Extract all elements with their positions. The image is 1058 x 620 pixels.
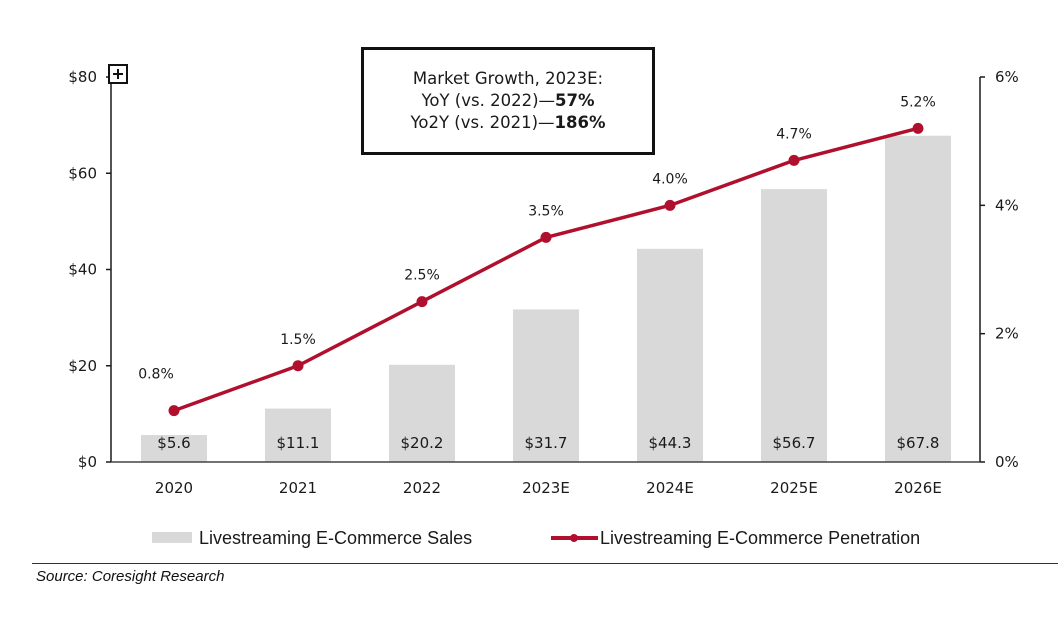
penetration-point xyxy=(664,199,676,211)
x-axis-tick-label: 2025E xyxy=(770,479,818,497)
market-growth-callout: Market Growth, 2023E: YoY (vs. 2022)—57%… xyxy=(361,47,655,155)
penetration-point xyxy=(540,231,552,243)
penetration-label: 2.5% xyxy=(404,268,440,284)
callout-yoy-value: 57% xyxy=(555,91,595,110)
legend-sales-label: Livestreaming E-Commerce Sales xyxy=(199,528,472,548)
sales-bar xyxy=(265,408,331,462)
sales-bar xyxy=(513,309,579,462)
source-note: Source: Coresight Research xyxy=(36,568,225,585)
left-axis-tick-label: $20 xyxy=(68,357,97,375)
axes-group: $0 $20 $40 $60 $80 0% 2% 4% 6% 2020 2021 2022 2023E 2… xyxy=(68,68,1018,497)
sales-bar-label: $20.2 xyxy=(401,434,444,452)
right-axis-tick-label: 0% xyxy=(995,453,1019,471)
x-axis-tick-label: 2023E xyxy=(522,479,570,497)
x-axis-tick-label: 2020 xyxy=(155,479,193,497)
labels-group: $5.6 $11.1 $20.2 $31.7 $44.3 $56.7 $67.8 0.8% 1.… xyxy=(138,94,939,452)
legend-sales-swatch xyxy=(152,532,192,543)
penetration-line-group xyxy=(168,122,924,417)
callout-yoy-prefix: YoY (vs. 2022)— xyxy=(421,91,556,110)
penetration-label: 3.5% xyxy=(528,203,564,219)
legend-penetration-swatch-marker xyxy=(570,534,578,542)
sales-bar-label: $56.7 xyxy=(773,434,816,452)
sales-bar-label: $44.3 xyxy=(649,434,692,452)
penetration-label: 5.2% xyxy=(900,94,936,110)
x-axis-tick-label: 2024E xyxy=(646,479,694,497)
callout-yoy: YoY (vs. 2022)—57% xyxy=(421,90,594,112)
sales-bar-label: $67.8 xyxy=(897,434,940,452)
expand-plus-icon[interactable] xyxy=(108,64,128,84)
callout-yo2y: Yo2Y (vs. 2021)—186% xyxy=(410,112,605,134)
penetration-point xyxy=(912,122,924,134)
sales-bar-label: $31.7 xyxy=(525,434,568,452)
penetration-point xyxy=(416,296,428,308)
bars-group xyxy=(141,135,951,462)
penetration-label: 4.0% xyxy=(652,171,688,187)
left-axis-tick-label: $80 xyxy=(68,68,97,86)
right-axis-tick-label: 2% xyxy=(995,325,1019,343)
sales-bar xyxy=(389,364,455,462)
penetration-label: 0.8% xyxy=(138,367,174,383)
legend-penetration-label: Livestreaming E-Commerce Penetration xyxy=(600,528,920,548)
right-axis-tick-label: 6% xyxy=(995,68,1019,86)
sales-bar xyxy=(637,248,703,462)
callout-title: Market Growth, 2023E: xyxy=(412,69,604,88)
left-axis-tick-label: $0 xyxy=(78,453,97,471)
penetration-point xyxy=(168,405,180,417)
x-axis-tick-label: 2026E xyxy=(894,479,942,497)
sales-bar xyxy=(761,189,827,462)
callout-yo2y-value: 186% xyxy=(554,113,606,132)
sales-bar-label: $5.6 xyxy=(157,434,190,452)
legend: Livestreaming E-Commerce Sales Livestream… xyxy=(152,528,920,548)
callout-yo2y-prefix: Yo2Y (vs. 2021)— xyxy=(410,113,555,132)
right-axis-tick-label: 4% xyxy=(995,196,1019,214)
source-divider xyxy=(32,563,1058,564)
left-axis-tick-label: $40 xyxy=(68,261,97,279)
x-axis-tick-label: 2022 xyxy=(403,479,441,497)
penetration-label: 4.7% xyxy=(776,126,812,142)
penetration-point xyxy=(788,154,800,166)
sales-bar-label: $11.1 xyxy=(277,434,320,452)
penetration-label: 1.5% xyxy=(280,332,316,348)
penetration-point xyxy=(292,360,304,372)
left-axis-tick-label: $60 xyxy=(68,164,97,182)
x-axis-tick-label: 2021 xyxy=(279,479,317,497)
sales-bar xyxy=(141,435,207,462)
sales-bar xyxy=(885,135,951,462)
